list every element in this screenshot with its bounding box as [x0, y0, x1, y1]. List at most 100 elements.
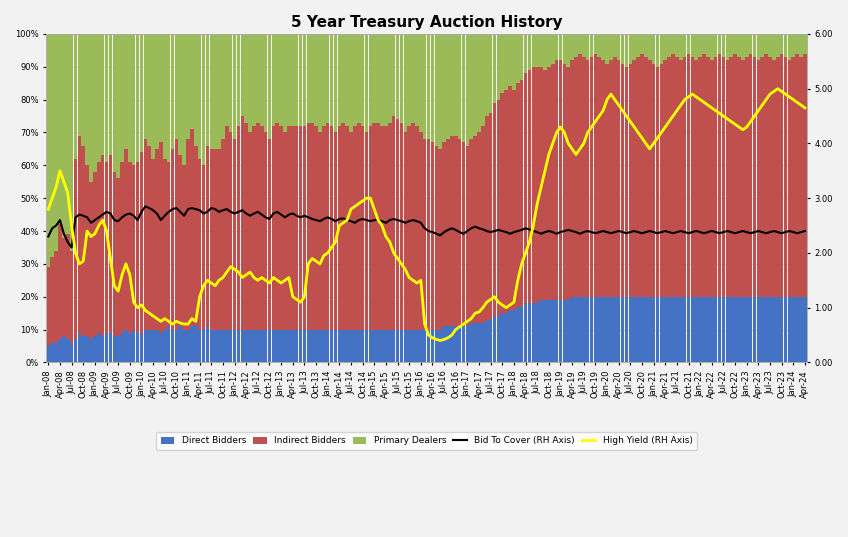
Bar — [276, 34, 279, 122]
Bar — [237, 126, 240, 330]
Bar — [268, 139, 271, 330]
Bar — [198, 330, 202, 362]
Bar — [695, 34, 698, 60]
Bar — [652, 63, 656, 297]
Bar — [318, 34, 321, 133]
Bar — [741, 60, 745, 297]
Bar — [256, 34, 259, 122]
Bar — [652, 297, 656, 362]
Bar — [544, 70, 547, 300]
Bar — [264, 34, 267, 133]
Bar — [636, 57, 640, 297]
Bar — [717, 297, 722, 362]
Bar — [315, 330, 318, 362]
Bar — [113, 34, 116, 172]
Bar — [163, 159, 166, 330]
Bar — [303, 126, 306, 330]
Bar — [574, 34, 577, 57]
Bar — [109, 333, 112, 362]
Bar — [411, 330, 415, 362]
Bar — [155, 34, 159, 149]
Bar — [508, 310, 512, 362]
Bar — [625, 297, 628, 362]
Bar — [178, 156, 182, 326]
Bar — [291, 126, 294, 330]
Bar — [477, 133, 481, 323]
Bar — [187, 139, 190, 330]
Bar — [710, 60, 713, 297]
Bar — [372, 122, 376, 330]
Bar — [477, 323, 481, 362]
Line: Bid To Cover (RH Axis): Bid To Cover (RH Axis) — [48, 206, 805, 248]
Bar — [241, 34, 244, 116]
Bar — [562, 34, 566, 63]
Bar — [527, 303, 531, 362]
Bar — [268, 34, 271, 139]
Bar — [741, 297, 745, 362]
Bar — [276, 330, 279, 362]
Bar — [244, 122, 248, 330]
Bar — [86, 336, 89, 362]
Bar — [303, 34, 306, 126]
Bar — [388, 330, 392, 362]
Bar — [710, 34, 713, 60]
Bar — [70, 251, 74, 343]
Bar — [683, 57, 686, 297]
Bar — [605, 297, 609, 362]
Bar — [175, 139, 178, 330]
Bar — [508, 86, 512, 310]
Bar — [699, 297, 702, 362]
Bar — [423, 330, 427, 362]
High Yield (RH Axis) — [435, 337, 445, 344]
Bar — [315, 34, 318, 126]
Bar — [256, 330, 259, 362]
Bar — [488, 34, 493, 113]
Bar — [574, 297, 577, 362]
Bar — [566, 67, 570, 300]
Bar — [128, 162, 131, 333]
Bar — [753, 57, 756, 297]
Bar — [633, 34, 636, 60]
Bar — [353, 330, 357, 362]
Bar — [369, 330, 372, 362]
Bar — [89, 34, 92, 182]
Bar — [660, 34, 663, 63]
High Yield (RH Axis) — [757, 102, 767, 108]
Bar — [578, 34, 582, 54]
Bar — [706, 57, 710, 297]
Bar — [357, 330, 360, 362]
Bar — [225, 330, 229, 362]
Bar — [497, 100, 500, 316]
Bar — [497, 34, 500, 100]
Bar — [54, 34, 58, 251]
Bar — [330, 34, 333, 126]
Bar — [214, 149, 217, 330]
Bar — [326, 330, 330, 362]
Bar — [791, 57, 795, 297]
Bar — [784, 34, 787, 57]
Bar — [124, 34, 128, 149]
Bar — [399, 330, 403, 362]
Bar — [613, 297, 616, 362]
Bar — [675, 34, 678, 57]
Bar — [163, 34, 166, 159]
Bar — [155, 330, 159, 362]
Bar — [616, 60, 621, 297]
Bar — [473, 34, 477, 136]
Bar — [586, 60, 589, 297]
Bar — [800, 57, 803, 297]
Bar — [369, 126, 372, 330]
Bar — [326, 122, 330, 330]
Bar — [322, 330, 326, 362]
Bar — [753, 297, 756, 362]
Bar — [167, 162, 170, 326]
Bar — [205, 146, 209, 326]
Bar — [633, 297, 636, 362]
Bar — [109, 34, 112, 156]
Bar — [190, 326, 193, 362]
Bar — [450, 136, 454, 326]
Bar — [260, 330, 264, 362]
Bar — [640, 34, 644, 54]
Bar — [788, 297, 791, 362]
Bar — [756, 34, 760, 60]
